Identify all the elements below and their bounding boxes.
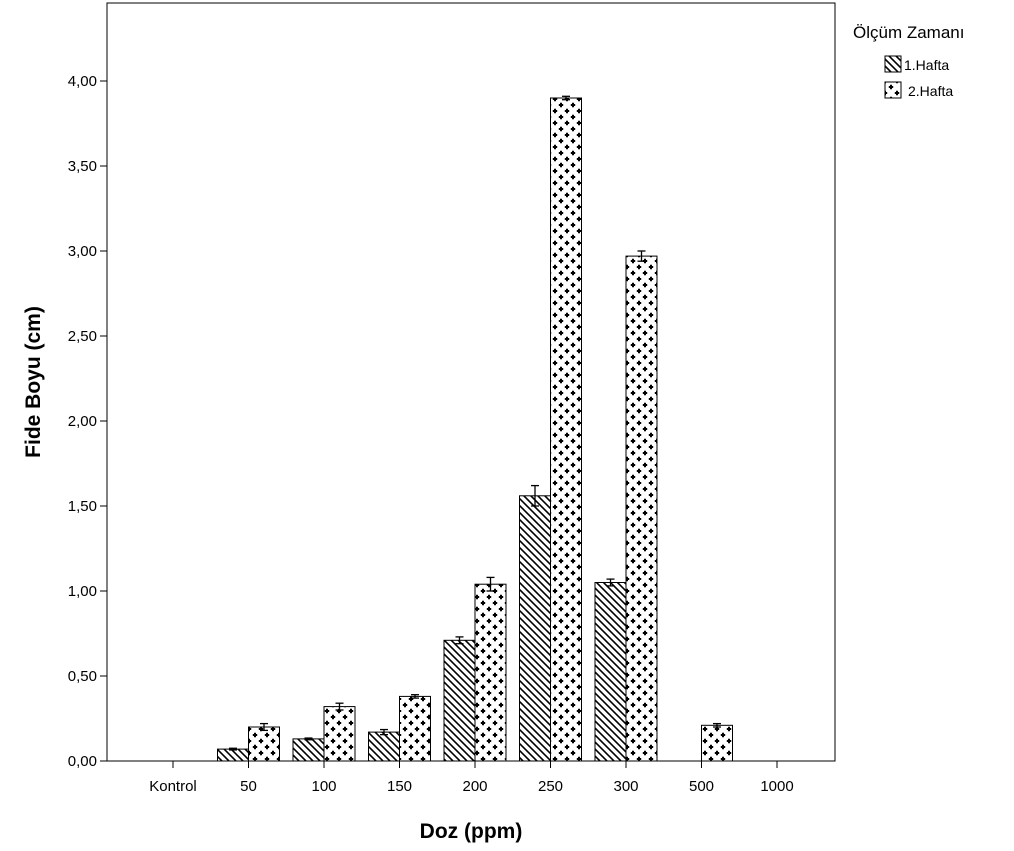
y-axis-ticks: 0,00 0,50 1,00 1,50 2,00 2,50 3,00 3,50 4,00 [68, 73, 107, 770]
legend-swatch-1-hafta [884, 55, 902, 73]
y-axis-title: Fide Boyu (cm) [22, 306, 45, 458]
legend-title: Ölçüm Zamanı [853, 23, 964, 42]
x-tick-label: 150 [387, 778, 412, 795]
y-tick-label: 2,00 [68, 413, 97, 430]
bar-1-hafta-250 [519, 495, 551, 762]
y-tick-label: 2,50 [68, 328, 97, 345]
x-tick-label: Kontrol [149, 778, 197, 795]
bar-1-hafta-200 [443, 639, 476, 762]
bar-1-hafta-300 [594, 582, 627, 762]
x-tick-label: 200 [462, 778, 487, 795]
error-bars [229, 95, 721, 751]
y-tick-label: 3,00 [68, 243, 97, 260]
bar-2-hafta-150 [399, 695, 431, 762]
legend-label-1-hafta: 1.Hafta [904, 57, 949, 73]
bar-2-hafta-500 [701, 724, 733, 762]
bar-2-hafta-300 [625, 255, 658, 762]
y-tick-label: 0,50 [68, 668, 97, 685]
legend-swatch-2-hafta [884, 81, 902, 99]
bar-2-hafta-250 [550, 97, 582, 762]
x-tick-label: 100 [311, 778, 336, 795]
plot-frame [106, 2, 836, 762]
legend-label-2-hafta: 2.Hafta [908, 83, 953, 99]
x-tick-label: 250 [538, 778, 563, 795]
y-tick-label: 1,00 [68, 583, 97, 600]
x-tick-label: 500 [689, 778, 714, 795]
bar-2-hafta-100 [323, 706, 356, 762]
x-axis-title: Doz (ppm) [420, 820, 523, 843]
bars [217, 97, 733, 762]
bar-2-hafta-50 [248, 726, 280, 762]
y-tick-label: 3,50 [68, 158, 97, 175]
legend: Ölçüm Zamanı 1.Hafta 2.Hafta [853, 23, 964, 99]
bar-1-hafta-100 [292, 738, 325, 762]
x-tick-label: 1000 [760, 778, 793, 795]
y-tick-label: 1,50 [68, 498, 97, 515]
bar-1-hafta-150 [368, 731, 400, 762]
x-tick-label: 300 [613, 778, 638, 795]
x-tick-label: 50 [240, 778, 257, 795]
bar-1-hafta-50 [217, 748, 249, 762]
y-tick-label: 4,00 [68, 73, 97, 90]
y-tick-label: 0,00 [68, 753, 97, 770]
bar-2-hafta-200 [474, 583, 507, 762]
x-axis-ticks: Kontrol 50 100 150 200 250 300 500 1000 [149, 761, 794, 795]
